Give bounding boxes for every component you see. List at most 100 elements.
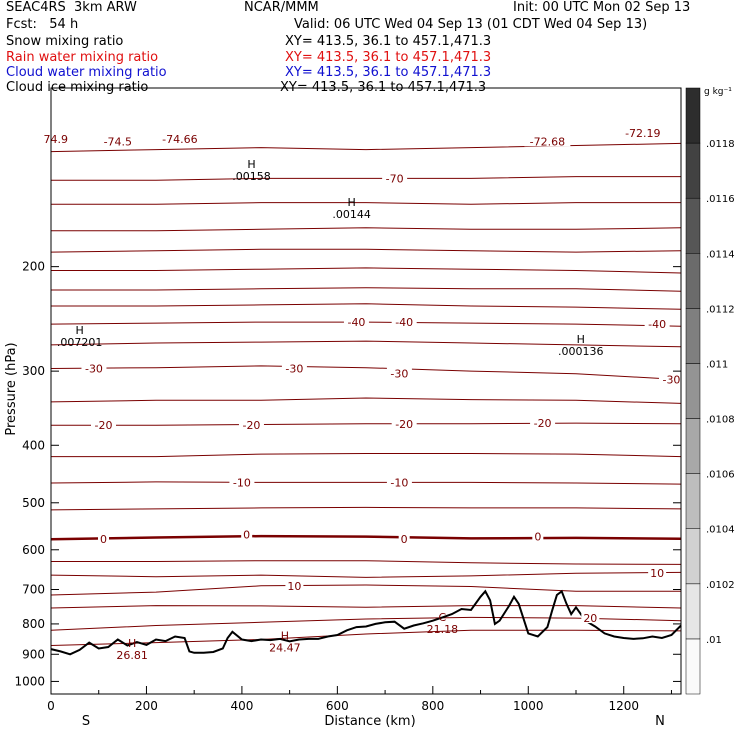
- isotherm-label-bg: [156, 132, 203, 145]
- isotherm-line: [51, 227, 682, 232]
- y-tick-label: 400: [22, 438, 45, 452]
- isotherm-label: -40: [395, 316, 413, 329]
- colorbar-segment: [685, 418, 701, 474]
- y-tick-label: 1000: [14, 674, 45, 688]
- colorbar-label: .0108: [706, 415, 735, 426]
- isotherm-label: -72.19: [625, 127, 660, 140]
- init-time: Init: 00 UTC Mon 02 Sep 13: [513, 0, 691, 15]
- isotherm-line: [50, 571, 682, 578]
- isotherm-label-bg: [524, 134, 571, 147]
- y-tick-label: 900: [22, 647, 45, 661]
- isotherm-label: -10: [233, 476, 251, 489]
- isotherm-label-bg: [391, 315, 417, 328]
- isotherm-label: -20: [534, 417, 552, 430]
- x-tick-label: 1000: [513, 699, 544, 713]
- y-tick-label: 500: [22, 496, 45, 510]
- colorbar-segment: [685, 253, 701, 309]
- colorbar-segment: [685, 528, 701, 585]
- isotherm-label-bg: [386, 366, 412, 379]
- isotherm-line: [51, 287, 682, 292]
- isotherm-label-bg: [532, 529, 544, 542]
- isotherm-label-bg: [98, 134, 138, 147]
- isotherm-label: -30: [85, 363, 103, 376]
- isotherm-label-bg: [39, 132, 72, 145]
- south-label: S: [82, 714, 90, 729]
- terrain-profile: [50, 589, 682, 656]
- extremum-value: .00158: [232, 170, 271, 183]
- field-xy-snow: XY= 413.5, 36.1 to 457.1,471.3: [285, 34, 492, 49]
- colorbar-segment: [685, 363, 701, 419]
- isotherm-label-bg: [398, 531, 410, 544]
- isotherm-line: [50, 248, 682, 253]
- x-tick-label: 800: [421, 699, 444, 713]
- center-label: NCAR/MMM: [244, 0, 319, 15]
- isotherm-label: -72.68: [530, 135, 565, 148]
- isotherm-line: [50, 605, 682, 609]
- colorbar-segment: [685, 142, 701, 199]
- isotherm-line: [50, 629, 682, 646]
- model-title: SEAC4RS 3km ARW: [6, 0, 137, 15]
- isotherm-line: [50, 506, 682, 511]
- isotherm-label-bg: [619, 125, 666, 138]
- isotherm-label-bg: [285, 578, 304, 591]
- isotherm-label: -30: [662, 374, 680, 387]
- isotherm-lines: [50, 142, 682, 646]
- y-tick-label: 800: [22, 617, 45, 631]
- isotherm-label-bg: [81, 361, 107, 374]
- colorbar-segment: [685, 638, 701, 695]
- x-axis-label: Distance (km): [324, 714, 415, 729]
- extremum-value: 24.47: [269, 642, 301, 655]
- isotherm-label: -40: [347, 316, 365, 329]
- field-xy-rain: XY= 413.5, 36.1 to 457.1,471.3: [285, 50, 492, 65]
- isotherm-label-bg: [343, 315, 369, 328]
- colorbar-segment: [685, 473, 701, 529]
- colorbar-label: .0104: [706, 525, 735, 536]
- terrain-line: [50, 589, 682, 656]
- field-xy-cloud-water: XY= 413.5, 36.1 to 457.1,471.3: [285, 65, 492, 80]
- colorbar-label: .0112: [706, 304, 735, 315]
- isotherm-label: -74.5: [104, 135, 132, 148]
- isotherm-line: [50, 397, 682, 404]
- isotherm-label: 20: [583, 612, 597, 625]
- isotherm-label: 74.9: [44, 133, 69, 146]
- isotherm-line: [51, 560, 682, 565]
- north-label: N: [655, 714, 665, 729]
- isotherm-labels: 74.9 -74.5 -74.66 -72.68 -72.19 -70 -40 -40 -40 -…: [39, 125, 684, 625]
- isotherm-line: [51, 202, 681, 205]
- x-tick-label: 600: [326, 699, 349, 713]
- x-tick-label: 200: [135, 699, 158, 713]
- isotherm-line: [50, 616, 682, 631]
- isotherm-label-bg: [530, 416, 556, 429]
- isotherm-label-bg: [382, 171, 408, 184]
- colorbar: .01 .0102 .0104 .0106 .0108 .011 .0112 .0114 .01…: [685, 87, 735, 695]
- colorbar-segment: [685, 197, 701, 254]
- isotherm-label-bg: [391, 416, 417, 429]
- extremum-marker: H: [75, 324, 83, 337]
- colorbar-segment: [685, 308, 701, 364]
- isotherm-label: -20: [242, 419, 260, 432]
- y-tick-label: 700: [22, 583, 45, 597]
- field-name-snow: Snow mixing ratio: [6, 34, 124, 49]
- isotherm-label: -20: [95, 419, 113, 432]
- isotherm-line: [51, 267, 682, 274]
- isotherm-line: [50, 584, 681, 596]
- isotherm-label-bg: [229, 475, 255, 488]
- isotherm-label: 0: [100, 533, 107, 546]
- isotherm-label: -74.66: [162, 133, 197, 146]
- isotherm-label: -40: [648, 318, 666, 331]
- extremum-value: .007201: [57, 336, 103, 349]
- colorbar-label: .011: [706, 359, 728, 370]
- colorbar-label: .0118: [706, 139, 735, 150]
- x-tick-label: 1200: [608, 699, 639, 713]
- extremum-marker: H: [281, 630, 289, 643]
- isotherm-line: [51, 422, 682, 426]
- isotherm-line: [50, 365, 682, 381]
- isotherm-label-bg: [658, 372, 684, 385]
- isotherm-line: [50, 481, 682, 485]
- isotherm-line: [50, 534, 682, 541]
- colorbar-label: .01: [706, 635, 722, 646]
- extremum-marker: H: [348, 196, 356, 209]
- isotherm-label: 0: [401, 533, 408, 546]
